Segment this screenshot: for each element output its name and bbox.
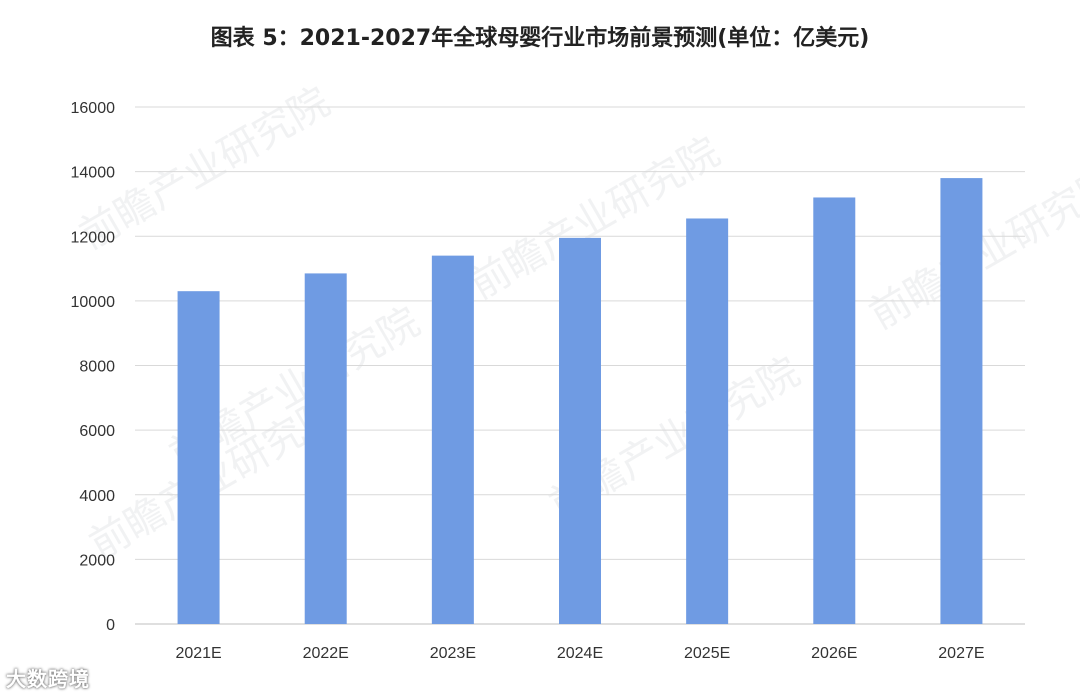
chart-title: 图表 5：2021-2027年全球母婴行业市场前景预测(单位：亿美元) bbox=[210, 26, 870, 51]
y-tick-label: 8000 bbox=[79, 359, 115, 376]
x-tick-label: 2026E bbox=[811, 645, 857, 662]
y-tick-label: 10000 bbox=[71, 294, 116, 311]
y-tick-label: 16000 bbox=[71, 100, 116, 117]
corner-logo: 大数跨境 bbox=[6, 667, 90, 691]
x-axis: 2021E 2022E 2023E 2024E 2025E 2026E 2027E bbox=[175, 645, 984, 662]
bar-series bbox=[177, 178, 983, 624]
x-tick-label: 2023E bbox=[430, 645, 476, 662]
bar-2021E bbox=[177, 291, 220, 624]
x-tick-label: 2024E bbox=[557, 645, 603, 662]
bar-2026E bbox=[813, 197, 856, 624]
bar-2022E bbox=[304, 273, 347, 624]
bar-2025E bbox=[686, 218, 729, 624]
x-tick-label: 2022E bbox=[303, 645, 349, 662]
y-tick-label: 0 bbox=[106, 617, 115, 634]
y-axis: 0 2000 4000 6000 8000 10000 12000 14000 16000 bbox=[71, 100, 116, 634]
x-tick-label: 2021E bbox=[175, 645, 221, 662]
bar-2024E bbox=[559, 237, 601, 624]
x-tick-label: 2027E bbox=[938, 645, 984, 662]
y-tick-label: 6000 bbox=[79, 423, 115, 440]
bar-2023E bbox=[431, 255, 474, 624]
x-tick-label: 2025E bbox=[684, 645, 730, 662]
y-tick-label: 4000 bbox=[79, 488, 115, 505]
y-tick-label: 2000 bbox=[79, 552, 115, 569]
y-tick-label: 12000 bbox=[71, 229, 116, 246]
y-tick-label: 14000 bbox=[71, 165, 116, 182]
bar-2027E bbox=[940, 178, 983, 624]
